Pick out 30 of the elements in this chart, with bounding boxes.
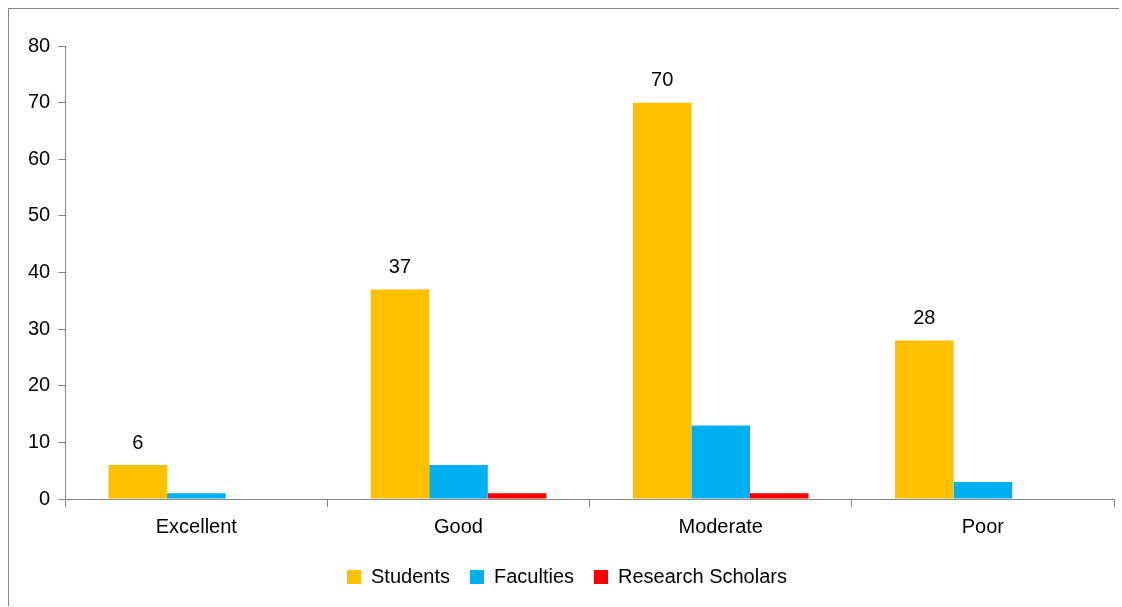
x-tick-label: Poor [961, 514, 1005, 537]
y-tick-label: 30 [28, 316, 51, 339]
y-tick-label: 0 [39, 486, 51, 509]
bar [370, 289, 430, 499]
y-tick-label: 20 [28, 373, 51, 396]
bar [895, 340, 954, 499]
data-label: 6 [132, 430, 144, 453]
legend-label: Faculties [493, 564, 575, 587]
bar [429, 465, 488, 499]
bar [487, 493, 547, 499]
x-tick-label: Good [434, 514, 483, 537]
data-label: 70 [651, 68, 674, 91]
legend-label: Students [371, 564, 450, 587]
bar [691, 425, 750, 499]
bar [632, 102, 692, 499]
bar [953, 482, 1013, 499]
y-tick-label: 50 [28, 203, 51, 226]
x-tick-label: Excellent [155, 514, 238, 537]
data-label: 28 [913, 305, 936, 328]
bar [167, 493, 226, 499]
y-tick-label: 80 [28, 33, 51, 56]
data-label: 37 [388, 255, 412, 277]
x-tick-label: Moderate [678, 514, 763, 537]
y-tick-label: 10 [28, 429, 51, 452]
y-tick-label: 70 [28, 90, 51, 113]
bar [108, 465, 168, 499]
y-tick-label: 60 [28, 146, 51, 169]
y-tick-label: 40 [28, 260, 51, 283]
bar [750, 493, 809, 499]
legend-label: Research Scholars [618, 564, 787, 587]
